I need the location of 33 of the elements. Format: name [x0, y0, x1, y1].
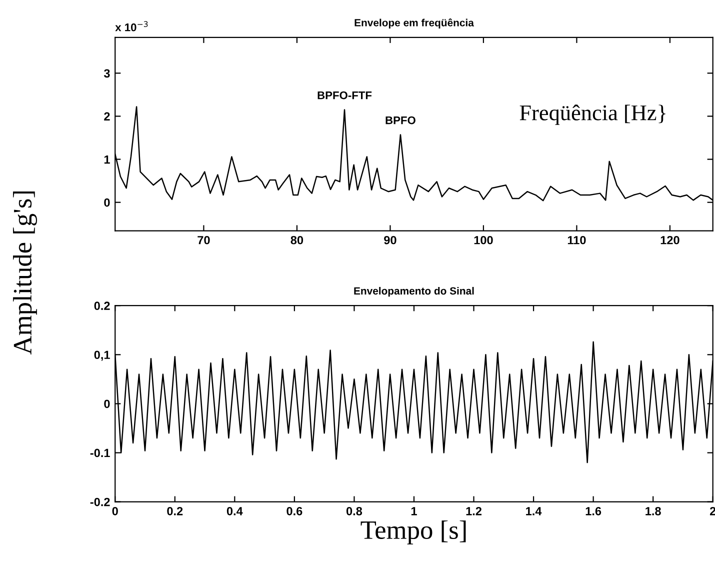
chart-title: Envelopamento do Sinal: [354, 286, 474, 297]
y-tick-label: 3: [104, 69, 110, 78]
x-tick-label: 0.6: [286, 506, 302, 516]
x-tick-label: 1: [411, 507, 417, 516]
y-tick-label: 0,1: [94, 350, 110, 361]
x-tick-label: 0: [112, 506, 118, 516]
x-tick-label: 0.4: [226, 506, 243, 516]
y-tick-label: 0: [104, 198, 110, 207]
x-tick-label: 80: [290, 236, 304, 244]
x-tick-label: 100: [474, 236, 493, 244]
text: x 10$^{−3}$: [115, 21, 148, 32]
x-tick-label: 0.2: [167, 506, 183, 516]
chart-title: Envelope em freqüência: [354, 18, 474, 28]
y-tick-label: -0.2: [90, 498, 110, 506]
x-tick-label: 1.6: [586, 506, 602, 516]
annotation: BPFO: [386, 116, 416, 124]
x-axis-title: Tempo [s]: [360, 520, 466, 544]
y-axis-title: Amplitude [g's]: [13, 191, 38, 355]
x-tick-label: 90: [384, 236, 396, 244]
y-tick-label: 0: [104, 400, 110, 408]
y-tick-label: 2: [104, 112, 110, 121]
x-tick-label: 120: [660, 236, 680, 244]
annotation: BPFO-FTF: [318, 91, 372, 100]
y-tick-label: -0.1: [90, 448, 110, 458]
annotation: Freqüência [Hz}: [520, 104, 666, 125]
x-tick-label: 70: [198, 236, 210, 244]
x-tick-label: 0.8: [346, 506, 362, 516]
y-tick-label: 1: [104, 155, 110, 164]
x-tick-label: 110: [568, 236, 586, 244]
x-tick-label: 1.8: [646, 506, 661, 516]
y-tick-label: 0.2: [94, 302, 110, 310]
x-tick-label: 1.4: [526, 507, 542, 516]
x-tick-label: 1.2: [466, 506, 482, 516]
